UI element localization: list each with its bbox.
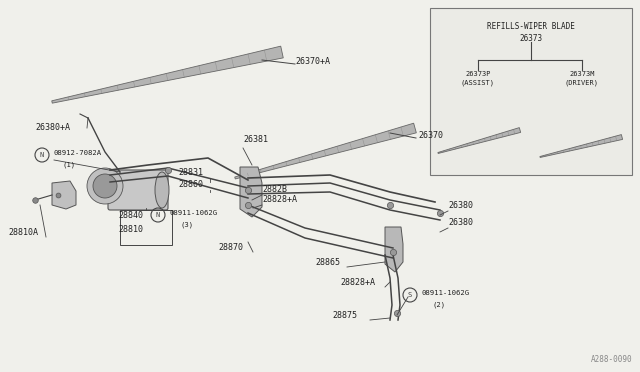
- Text: 28875: 28875: [332, 311, 357, 320]
- Polygon shape: [52, 181, 76, 209]
- Text: 26373M: 26373M: [569, 71, 595, 77]
- Text: 28831: 28831: [178, 168, 203, 177]
- Text: (1): (1): [62, 162, 75, 169]
- Polygon shape: [240, 167, 262, 217]
- Text: 26380+A: 26380+A: [35, 124, 70, 132]
- Text: REFILLS-WIPER BLADE: REFILLS-WIPER BLADE: [487, 22, 575, 31]
- Text: 28828+A: 28828+A: [340, 278, 375, 287]
- FancyBboxPatch shape: [108, 170, 168, 210]
- Text: 08912-7082A: 08912-7082A: [54, 150, 102, 156]
- Circle shape: [87, 168, 123, 204]
- Text: 28860: 28860: [178, 180, 203, 189]
- Ellipse shape: [155, 172, 169, 208]
- Polygon shape: [385, 227, 403, 272]
- Text: 2882B: 2882B: [262, 185, 287, 194]
- Polygon shape: [52, 46, 284, 103]
- Text: (2): (2): [432, 302, 445, 308]
- Text: 28810: 28810: [118, 225, 143, 234]
- Polygon shape: [438, 128, 521, 154]
- Text: 08911-1062G: 08911-1062G: [170, 210, 218, 216]
- Text: 28870: 28870: [218, 243, 243, 252]
- Text: S: S: [408, 292, 412, 298]
- Polygon shape: [235, 123, 417, 179]
- Text: 28865: 28865: [315, 258, 340, 267]
- Text: 28828+A: 28828+A: [262, 195, 297, 204]
- FancyBboxPatch shape: [430, 8, 632, 175]
- Text: 26373: 26373: [520, 34, 543, 43]
- Text: N: N: [156, 212, 160, 218]
- Circle shape: [93, 174, 117, 198]
- Text: (DRIVER): (DRIVER): [565, 80, 599, 87]
- Text: N: N: [40, 152, 44, 158]
- Text: 28840: 28840: [118, 211, 143, 220]
- Text: 26370+A: 26370+A: [295, 58, 330, 67]
- Polygon shape: [540, 135, 623, 157]
- Text: 26380: 26380: [448, 218, 473, 227]
- Text: 26373P: 26373P: [465, 71, 491, 77]
- Text: (ASSIST): (ASSIST): [461, 80, 495, 87]
- Text: 26370: 26370: [418, 131, 443, 140]
- Text: 26380: 26380: [448, 201, 473, 210]
- Text: 08911-1062G: 08911-1062G: [422, 290, 470, 296]
- Text: 28810A: 28810A: [8, 228, 38, 237]
- Text: A288-0090: A288-0090: [590, 355, 632, 364]
- Text: (3): (3): [180, 222, 193, 228]
- Text: 26381: 26381: [243, 135, 268, 144]
